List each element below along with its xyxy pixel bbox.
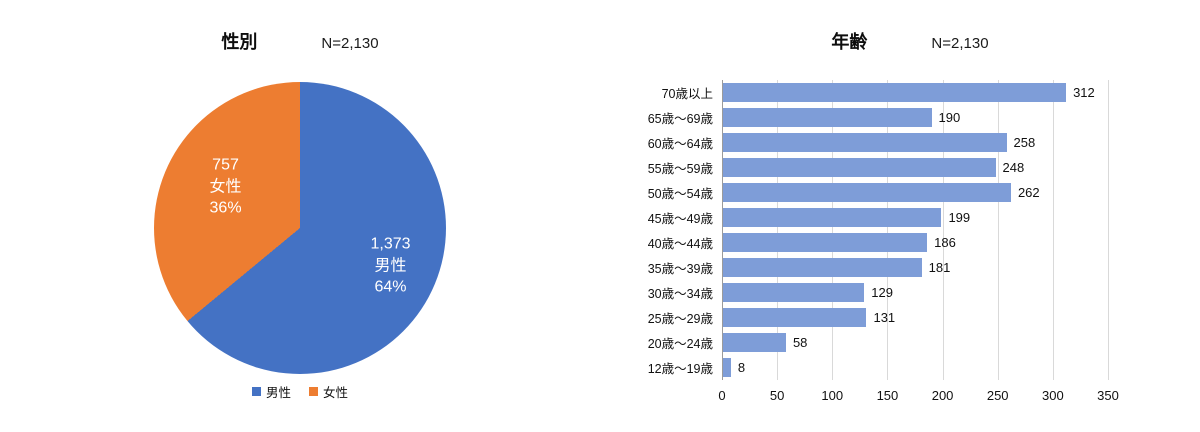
gender-sample-size: N=2,130	[321, 35, 379, 52]
bar-value-label: 258	[1013, 135, 1036, 150]
category-label: 12歳〜19歳	[647, 362, 713, 376]
bar	[722, 308, 867, 327]
gridlines	[722, 80, 1109, 380]
age-chart-title: 年齢	[831, 32, 868, 52]
gridline	[997, 80, 999, 380]
pie-label-female: 757 女性 36%	[210, 155, 242, 220]
category-label: 60歳〜64歳	[647, 137, 713, 151]
gridline	[1108, 80, 1109, 380]
x-tick-label: 200	[931, 388, 954, 403]
legend-item: 男性	[251, 382, 291, 401]
bar	[722, 133, 1007, 152]
bar-value-label: 248	[1002, 160, 1025, 175]
gender-pie-chart: 性別 N=2,130 757 女性 36% 1,373 男性 64% 男性 女性	[60, 0, 540, 432]
bar	[722, 158, 996, 177]
gender-legend: 男性 女性	[60, 382, 540, 401]
bar-value-label: 8	[737, 360, 746, 375]
gridline	[887, 80, 889, 380]
bar	[722, 258, 922, 277]
category-label: 25歳〜29歳	[647, 312, 713, 326]
male-percent: 64%	[374, 278, 407, 296]
gender-pie: 757 女性 36% 1,373 男性 64%	[154, 82, 446, 374]
bar-row: 60歳〜64歳 258	[648, 130, 1108, 155]
y-axis-line	[722, 80, 723, 380]
bar-row: 45歳〜49歳 199	[648, 205, 1108, 230]
bar-rows: 70歳以上 312 65歳〜69歳 190 60歳〜64歳 258 55歳〜59歳 248 50…	[648, 80, 1108, 380]
bar-value-label: 199	[948, 210, 971, 225]
category-label: 55歳〜59歳	[647, 162, 713, 176]
gridline	[1052, 80, 1054, 380]
female-label: 女性	[209, 178, 242, 196]
x-tick-label: 300	[1041, 388, 1064, 403]
bar	[722, 183, 1011, 202]
bar-row: 30歳〜34歳 129	[648, 280, 1108, 305]
bar	[722, 283, 865, 302]
gridline	[832, 80, 834, 380]
age-plot-area: 70歳以上 312 65歳〜69歳 190 60歳〜64歳 258 55歳〜59歳 248 50…	[648, 80, 1109, 380]
bar	[722, 333, 786, 352]
female-percent: 36%	[209, 199, 242, 217]
x-tick-label: 50	[769, 388, 785, 403]
x-tick-label: 350	[1097, 388, 1119, 403]
bar-value-label: 186	[934, 235, 956, 250]
x-tick-label: 150	[876, 388, 899, 403]
bar-value-label: 58	[792, 335, 808, 350]
category-label: 30歳〜34歳	[647, 287, 713, 301]
gender-chart-header: 性別 N=2,130	[60, 28, 540, 54]
bar-row: 25歳〜29歳 131	[648, 305, 1108, 330]
bar-value-label: 131	[873, 310, 896, 325]
bar-row: 40歳〜44歳 186	[648, 230, 1108, 255]
x-tick-label: 100	[821, 388, 844, 403]
age-sample-size: N=2,130	[931, 35, 989, 52]
age-chart-header: 年齢 N=2,130	[630, 28, 1190, 54]
bar-value-label: 190	[938, 110, 961, 125]
bar-value-label: 129	[871, 285, 893, 300]
gridline	[942, 80, 944, 380]
bar	[722, 83, 1067, 102]
gridline	[777, 80, 779, 380]
gender-chart-title: 性別	[221, 32, 258, 52]
category-label: 35歳〜39歳	[647, 262, 713, 276]
bar-value-label: 181	[928, 260, 951, 275]
bar-row: 65歳〜69歳 190	[648, 105, 1108, 130]
bar	[722, 108, 932, 127]
legend-label: 女性	[323, 386, 349, 400]
male-label: 男性	[374, 257, 407, 275]
bar-row: 12歳〜19歳 8	[648, 355, 1108, 380]
female-value: 757	[212, 156, 239, 174]
bar-row: 20歳〜24歳 58	[648, 330, 1108, 355]
category-label: 70歳以上	[661, 87, 713, 101]
category-label: 50歳〜54歳	[647, 187, 713, 201]
bar-row: 35歳〜39歳 181	[648, 255, 1108, 280]
pie-label-male: 1,373 男性 64%	[370, 234, 410, 299]
bar-row: 55歳〜59歳 248	[648, 155, 1108, 180]
legend-label: 男性	[265, 386, 291, 400]
category-label: 65歳〜69歳	[647, 112, 713, 126]
bar	[722, 358, 731, 377]
bar-row: 70歳以上 312	[662, 80, 1108, 105]
category-label: 45歳〜49歳	[647, 212, 713, 226]
x-tick-label: 0	[718, 388, 726, 403]
legend-swatch	[309, 387, 318, 396]
category-label: 40歳〜44歳	[647, 237, 713, 251]
age-bar-chart: 年齢 N=2,130 70歳以上 312 65歳〜69歳 190 60歳〜64歳 258 5…	[630, 0, 1190, 432]
category-label: 20歳〜24歳	[647, 337, 713, 351]
legend-item: 女性	[309, 382, 348, 401]
bar-row: 50歳〜54歳 262	[648, 180, 1108, 205]
x-axis-tick-labels: 0 50 100 150 200 250 300 350	[718, 388, 1118, 406]
bar	[722, 208, 942, 227]
bar-value-label: 262	[1017, 185, 1040, 200]
male-value: 1,373	[370, 235, 411, 253]
x-tick-label: 250	[986, 388, 1009, 403]
bar	[722, 233, 928, 252]
legend-swatch	[251, 387, 261, 396]
bar-value-label: 312	[1073, 85, 1095, 100]
